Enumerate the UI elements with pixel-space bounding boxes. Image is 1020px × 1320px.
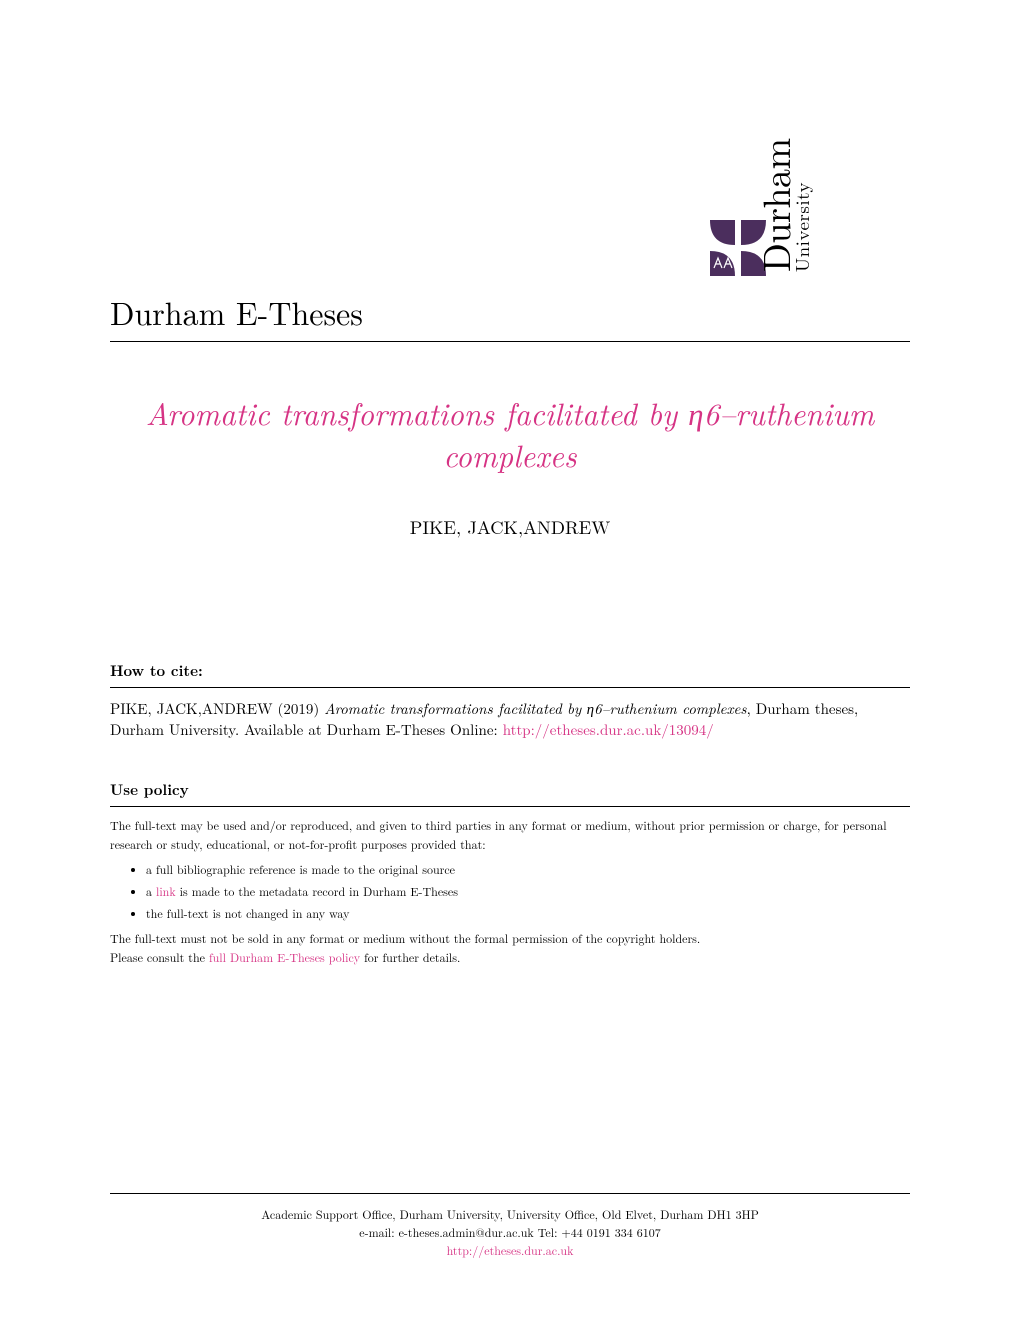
policy-bullet-1: a full bibliographic reference is made t… [146, 861, 910, 880]
spacer [110, 967, 910, 1153]
cite-title: Aromatic transformations facilitated by … [324, 698, 746, 719]
thesis-title: Aromatic transformations facilitated by … [110, 392, 910, 476]
divider [110, 687, 910, 688]
cite-author-year: PIKE, JACK,ANDREW (2019) [110, 698, 324, 719]
logo-area: Durham University [110, 80, 910, 280]
policy-bullet-2: a link is made to the metadata record in… [146, 883, 910, 902]
policy-list: a full bibliographic reference is made t… [146, 861, 910, 923]
footer-address: Academic Support Office, Durham Universi… [110, 1206, 910, 1224]
logo-text: Durham University [757, 138, 811, 272]
footer-contact: e-mail: e-theses.admin@dur.ac.uk Tel: +4… [110, 1224, 910, 1242]
durham-logo: Durham University [708, 80, 910, 280]
use-policy-label: Use policy [110, 779, 910, 800]
footer-link[interactable]: http://etheses.dur.ac.uk [110, 1242, 910, 1260]
thesis-author: PIKE, JACK,ANDREW [110, 514, 910, 540]
b2-pre: a [146, 883, 156, 900]
p3-link[interactable]: full Durham E-Theses policy [209, 949, 360, 966]
page: Durham University Durham E-Theses Aromat… [0, 0, 1020, 1320]
b2-link[interactable]: link [156, 883, 176, 900]
title-line-2: complexes [443, 432, 576, 476]
use-policy-body: The full-text may be used and/or reprodu… [110, 817, 910, 967]
policy-p1: The full-text may be used and/or reprodu… [110, 817, 910, 854]
policy-bullet-3: the full-text is not changed in any way [146, 905, 910, 924]
p3-post: for further details. [360, 949, 460, 966]
policy-p3: Please consult the full Durham E-Theses … [110, 949, 910, 968]
page-heading: Durham E-Theses [110, 290, 910, 342]
footer-divider: Academic Support Office, Durham Universi… [110, 1193, 910, 1260]
p3-pre: Please consult the [110, 949, 209, 966]
cite-link[interactable]: http://etheses.dur.ac.uk/13094/ [503, 719, 714, 740]
title-line-1: Aromatic transformations facilitated by … [146, 390, 875, 434]
logo-subname: University [793, 138, 811, 272]
divider [110, 806, 910, 807]
citation-text: PIKE, JACK,ANDREW (2019) Aromatic transf… [110, 698, 910, 742]
policy-p2: The full-text must not be sold in any fo… [110, 930, 910, 949]
b2-post: is made to the metadata record in Durham… [176, 883, 458, 900]
footer: Academic Support Office, Durham Universi… [110, 1206, 910, 1260]
how-to-cite-label: How to cite: [110, 660, 910, 681]
